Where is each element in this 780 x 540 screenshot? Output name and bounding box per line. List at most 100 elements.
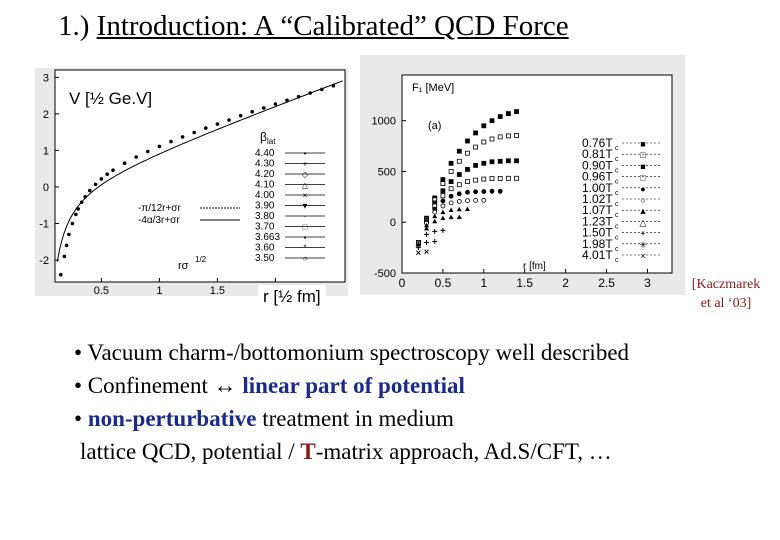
data-point xyxy=(440,193,446,199)
data-point xyxy=(489,118,495,124)
legend-value: 3.70 xyxy=(255,222,275,233)
left-y-axis-label: V [½ Ge.V] xyxy=(69,89,153,108)
y-tick-label: 1000 xyxy=(372,116,396,128)
data-point xyxy=(448,179,454,184)
data-point xyxy=(440,188,446,194)
bullet-list: • Vacuum charm-/bottomonium spectroscopy… xyxy=(74,336,629,468)
x-tick-label: 1.5 xyxy=(210,285,225,296)
legend-value: 4.10 xyxy=(255,180,275,191)
data-point xyxy=(415,245,421,251)
legend-title: β xyxy=(260,130,267,144)
y-tick-label: 1 xyxy=(43,145,49,157)
x-tick-label: 1.5 xyxy=(516,276,533,290)
data-point xyxy=(465,167,470,172)
data-point xyxy=(440,215,446,221)
legend-value: 4.00 xyxy=(255,190,275,201)
legend-sub: c xyxy=(615,179,619,186)
data-point xyxy=(105,172,109,176)
panel-tag: (a) xyxy=(428,120,441,132)
x-tick-label: 2.5 xyxy=(598,276,615,290)
data-point xyxy=(320,87,324,92)
legend-symbol: ○ xyxy=(640,195,645,205)
x-tick-label: 2 xyxy=(562,276,569,290)
data-point xyxy=(157,144,162,149)
data-point xyxy=(432,213,438,219)
data-point xyxy=(59,272,63,277)
data-point xyxy=(67,232,71,237)
data-point xyxy=(505,175,511,181)
y-tick-label: 3 xyxy=(43,72,49,84)
left-x-axis-label: r [½ fm] xyxy=(258,285,326,309)
x-tick-label: 1 xyxy=(480,276,487,290)
legend-symbol: ■ xyxy=(640,139,645,149)
legend-symbol: ■ xyxy=(640,161,645,171)
data-point xyxy=(64,243,69,248)
data-point xyxy=(456,148,462,154)
legend-value: 3.90 xyxy=(255,201,275,212)
bullet-3: • non-perturbative treatment in medium xyxy=(74,406,454,431)
legend-symbol: ▪ xyxy=(304,233,307,242)
data-point xyxy=(473,177,478,183)
fit-label: -π/12r+σr xyxy=(138,203,181,214)
data-point xyxy=(262,106,266,110)
data-point xyxy=(473,130,478,136)
legend-symbol: ▼ xyxy=(301,202,309,211)
right-y-axis-label: F₁ [MeV] xyxy=(412,82,454,94)
data-point xyxy=(448,186,454,192)
legend-value: 1.50T xyxy=(582,226,613,240)
data-point xyxy=(424,240,430,246)
y-tick-label: -2 xyxy=(39,255,49,267)
y-tick-label: -1 xyxy=(39,219,49,231)
fit-curve xyxy=(56,80,343,262)
data-point xyxy=(424,225,430,231)
data-point xyxy=(308,91,313,95)
data-point xyxy=(456,198,462,204)
legend-symbol: + xyxy=(303,160,308,169)
data-point xyxy=(250,109,254,114)
data-point xyxy=(74,212,78,217)
legend-symbol: ○ xyxy=(303,254,308,263)
inner-axis-label: rσ xyxy=(178,260,189,272)
legend-sub: c xyxy=(615,246,619,253)
data-point xyxy=(473,163,478,168)
legend-value: 4.01T xyxy=(582,248,613,262)
legend-title-sub: lat xyxy=(267,137,276,146)
slide-title: 1.) Introduction: A “Calibrated” QCD For… xyxy=(58,10,569,42)
data-point xyxy=(456,158,462,164)
legend-symbol: + xyxy=(640,229,645,239)
bullet-2: • Confinement ↔ linear part of potential xyxy=(74,373,465,398)
data-point xyxy=(456,182,462,188)
legend-symbol: △ xyxy=(302,181,309,190)
data-point xyxy=(169,139,173,144)
data-point xyxy=(497,176,503,181)
data-point xyxy=(440,177,446,182)
legend-sub: c xyxy=(615,257,619,264)
legend-value: 1.98T xyxy=(582,237,613,251)
data-point xyxy=(440,203,446,209)
data-point xyxy=(448,160,454,166)
data-point xyxy=(448,207,454,213)
data-point xyxy=(505,158,511,164)
legend-value: 0.81T xyxy=(582,147,613,161)
data-point xyxy=(432,218,438,224)
data-point xyxy=(238,113,243,118)
data-point xyxy=(464,206,470,212)
data-point xyxy=(424,249,429,255)
legend-sub: c xyxy=(615,167,619,174)
data-point xyxy=(497,114,503,119)
data-point xyxy=(432,209,438,215)
data-point xyxy=(456,191,462,197)
data-point xyxy=(79,200,84,205)
data-point xyxy=(473,144,478,150)
data-point xyxy=(448,214,454,220)
free-energy-figure: 1000 500 0 -500 0 0.5 1 1.5 2 2.5 3 F₁ [MeV] (a) r [f… xyxy=(360,55,685,295)
legend-value: 1.00T xyxy=(582,181,613,195)
legend-value: 1.02T xyxy=(582,192,613,206)
data-point xyxy=(465,179,470,184)
data-point xyxy=(465,198,470,204)
data-point xyxy=(296,94,301,99)
legend-symbol: • xyxy=(304,149,307,158)
data-point xyxy=(111,168,115,172)
legend-value: 4.20 xyxy=(255,169,275,180)
data-point xyxy=(514,109,519,114)
